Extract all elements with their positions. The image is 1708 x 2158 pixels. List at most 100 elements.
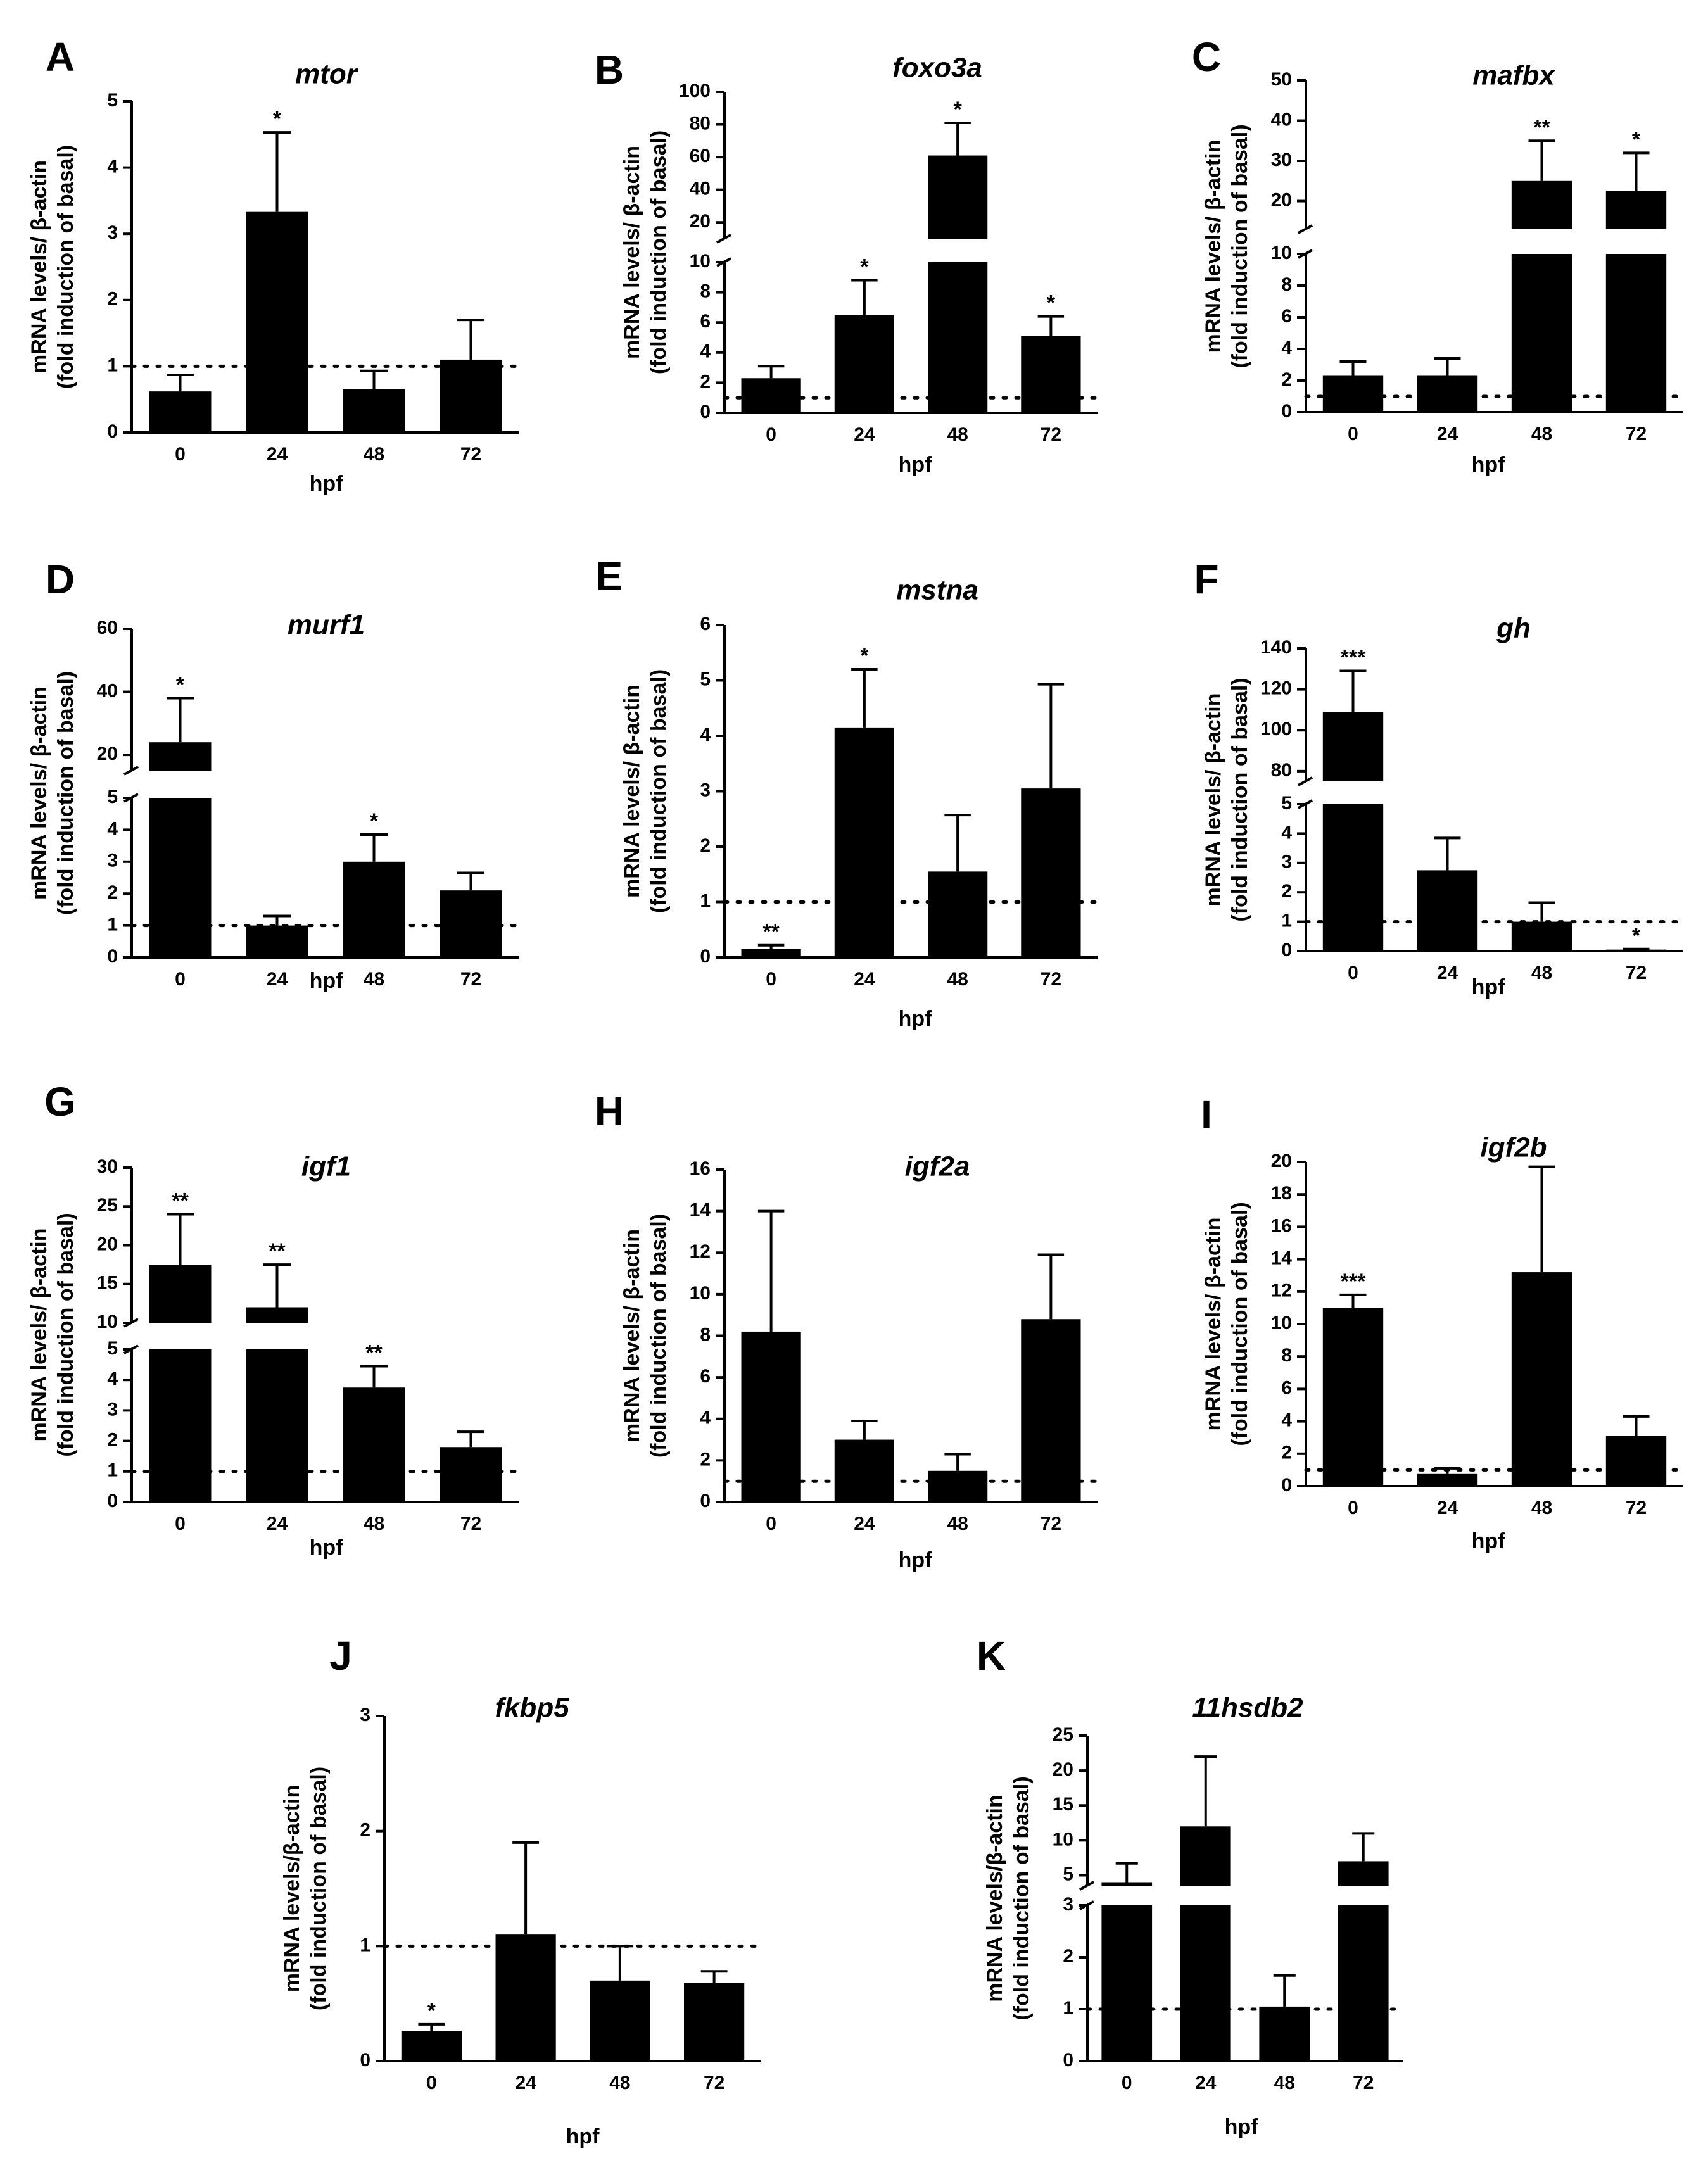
- x-tick-label: 48: [947, 424, 968, 445]
- y-tick-label: 5: [107, 1338, 118, 1359]
- bar-48: [1511, 921, 1572, 951]
- y-tick-label: 100: [1260, 719, 1292, 740]
- x-tick-label: 0: [175, 1513, 186, 1534]
- chart-title-f: gh: [1496, 613, 1531, 644]
- y-tick-label: 12: [690, 1241, 711, 1262]
- y-tick-label: 25: [97, 1195, 118, 1216]
- y-tick-label: 1: [107, 1460, 118, 1481]
- y-axis-title-line1: mRNA levels/ β-actin: [27, 1228, 51, 1442]
- y-axis-title: mRNA levels/ β-actin (fold induction of b…: [620, 130, 671, 374]
- x-tick-label: 72: [1626, 424, 1647, 445]
- y-axis-title-line1: mRNA levels/ β-actin: [1201, 140, 1225, 353]
- x-tick-label: 24: [854, 1513, 875, 1534]
- y-tick-label: 80: [1271, 760, 1292, 781]
- y-tick-label: 1: [107, 914, 118, 935]
- bar-0: [1322, 375, 1384, 412]
- significance-marker: **: [365, 1341, 383, 1365]
- bar-72: [440, 1447, 502, 1502]
- significance-marker: *: [1632, 127, 1641, 151]
- x-axis-title: hpf: [310, 472, 344, 496]
- panel-letter-a: A: [46, 34, 75, 80]
- y-tick-label: 2: [107, 882, 118, 903]
- y-tick-label: 20: [1271, 189, 1292, 210]
- y-tick-label: 2: [1281, 881, 1292, 902]
- y-tick-label: 8: [1281, 1345, 1292, 1366]
- y-tick-label: 4: [700, 341, 711, 362]
- bar-break-gap: [148, 1323, 213, 1349]
- y-tick-label: 0: [1281, 401, 1292, 422]
- y-tick-label: 20: [97, 743, 118, 764]
- x-tick-label: 24: [854, 969, 875, 990]
- x-axis-title: hpf: [899, 1007, 933, 1031]
- y-axis-title-line2: (fold induction of basal): [54, 145, 78, 389]
- y-axis-title-line1: mRNA levels/ β-actin: [1201, 1218, 1225, 1431]
- y-tick-label: 1: [700, 890, 711, 911]
- bar-48: [343, 389, 405, 432]
- bar-24: [1417, 1473, 1478, 1486]
- y-axis-title-line1: mRNA levels/ β-actin: [27, 160, 51, 374]
- y-axis-title-line2: (fold induction of basal): [1228, 124, 1252, 368]
- y-tick-label: 40: [1271, 109, 1292, 130]
- bar-0: [741, 949, 801, 957]
- x-tick-label: 72: [1041, 1513, 1061, 1534]
- y-tick-label: 60: [97, 617, 118, 638]
- bar-48: [1511, 1272, 1572, 1486]
- x-tick-label: 0: [1348, 424, 1358, 445]
- x-tick-label: 72: [1626, 962, 1647, 983]
- y-tick-label: 10: [97, 1311, 118, 1332]
- x-tick-label: 0: [426, 2073, 437, 2093]
- y-tick-label: 0: [1281, 940, 1292, 961]
- significance-marker: *: [860, 255, 869, 279]
- chart-title-d: murf1: [288, 610, 365, 641]
- y-tick-label: 2: [360, 1820, 370, 1841]
- bar-break-gap: [927, 239, 989, 262]
- bar-0: [401, 2031, 462, 2061]
- x-tick-label: 0: [1122, 2073, 1132, 2093]
- y-tick-label: 20: [97, 1234, 118, 1254]
- significance-marker: **: [762, 920, 780, 944]
- y-tick-label: 40: [97, 680, 118, 701]
- y-tick-label: 3: [1281, 852, 1292, 873]
- bar-24: [834, 1439, 894, 1502]
- y-tick-label: 1: [360, 1934, 370, 1955]
- y-axis-title-line1: mRNA levels/ β-actin: [620, 1229, 644, 1442]
- bar-72: [684, 1983, 745, 2061]
- y-tick-label: 2: [1281, 369, 1292, 390]
- y-tick-label: 2: [1281, 1442, 1292, 1463]
- x-axis-title: hpf: [1472, 453, 1506, 477]
- chart-title-b: foxo3a: [892, 53, 982, 84]
- x-axis-title: hpf: [310, 1536, 344, 1560]
- y-tick-label: 0: [107, 421, 118, 442]
- y-tick-label: 50: [1271, 69, 1292, 90]
- bar-48: [928, 155, 988, 413]
- bar-72: [440, 890, 502, 957]
- y-axis-title: mRNA levels/ β-actin (fold induction of b…: [620, 669, 671, 913]
- x-tick-label: 72: [1626, 1498, 1647, 1518]
- bar-break-gap: [1100, 1886, 1154, 1905]
- panel-letter-i: I: [1201, 1092, 1212, 1137]
- significance-marker: ***: [1341, 1270, 1366, 1294]
- x-tick-label: 24: [1437, 424, 1458, 445]
- x-tick-label: 48: [947, 969, 968, 990]
- y-tick-label: 25: [1053, 1724, 1073, 1745]
- x-tick-label: 0: [175, 444, 186, 465]
- x-tick-label: 0: [766, 969, 776, 990]
- y-tick-label: 2: [1063, 1946, 1073, 1967]
- panel-letter-d: D: [46, 557, 75, 602]
- bar-48: [343, 1387, 405, 1502]
- y-tick-label: 0: [700, 946, 711, 967]
- y-tick-label: 0: [360, 2050, 370, 2071]
- y-axis-title-line2: (fold induction of basal): [1009, 1776, 1034, 2020]
- significance-marker: *: [1047, 291, 1056, 315]
- y-tick-label: 1: [107, 355, 118, 375]
- y-axis-title-line2: (fold induction of basal): [54, 671, 78, 915]
- x-tick-label: 48: [609, 2073, 630, 2093]
- y-tick-label: 5: [1281, 793, 1292, 814]
- x-tick-label: 72: [460, 969, 481, 990]
